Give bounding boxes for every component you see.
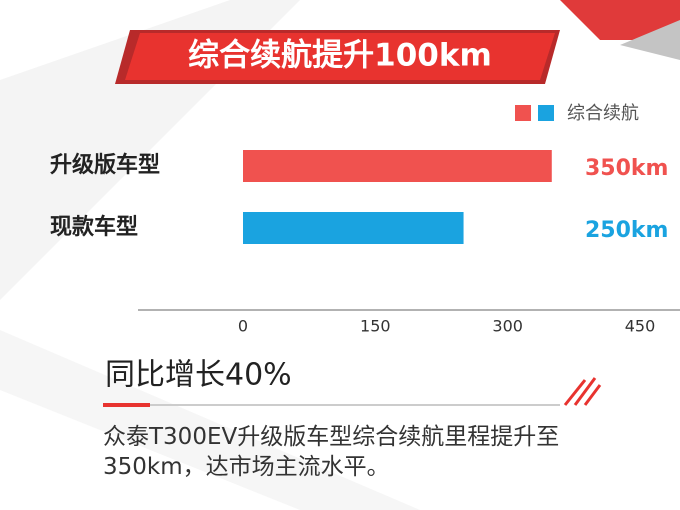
- legend-swatch: [538, 105, 554, 121]
- legend-swatch: [515, 105, 531, 121]
- legend-label: 综合续航: [567, 103, 639, 124]
- y-tick-label: 升级版车型: [50, 152, 160, 178]
- title-banner: [125, 33, 555, 80]
- summary-text: 众泰T300EV升级版车型综合续航里程提升至350km，达市场主流水平。: [103, 424, 560, 480]
- x-tick-label: 450: [625, 317, 656, 336]
- bar: [243, 150, 552, 182]
- x-tick-label: 150: [360, 317, 391, 336]
- stripe-deco: [563, 377, 602, 406]
- x-tick-label: 0: [238, 317, 248, 336]
- bar: [243, 212, 464, 244]
- x-tick-label: 300: [492, 317, 523, 336]
- bg-stripe: [0, 330, 420, 510]
- corner-deco: [560, 0, 680, 40]
- summary-heading: 同比增长40%: [105, 358, 292, 393]
- value-label: 250km: [585, 218, 668, 243]
- y-tick-label: 现款车型: [50, 214, 138, 240]
- chart-title: 综合续航提升100km: [188, 38, 492, 74]
- value-label: 350km: [585, 156, 668, 181]
- corner-deco: [620, 20, 680, 60]
